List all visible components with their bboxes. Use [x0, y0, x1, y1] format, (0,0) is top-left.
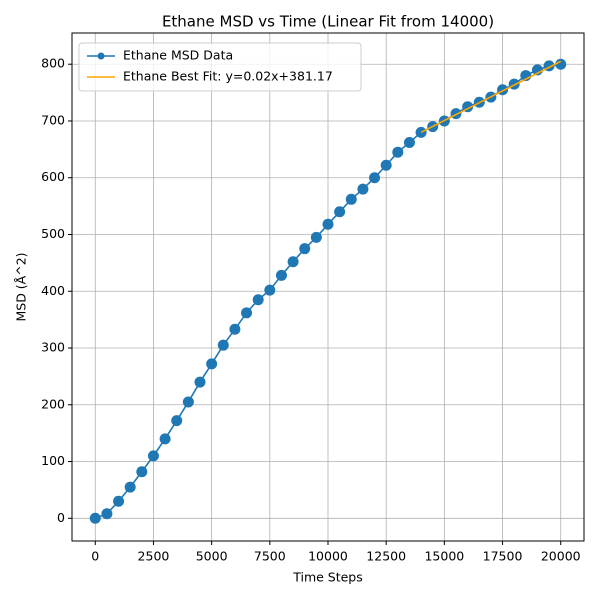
data-point [264, 284, 276, 296]
legend: Ethane MSD Data Ethane Best Fit: y=0.02x+… [78, 42, 362, 92]
data-point [275, 269, 287, 281]
data-point [101, 508, 113, 520]
data-point [403, 137, 415, 149]
data-point [322, 218, 334, 230]
data-point [508, 78, 520, 90]
x-tick-label: 20000 [541, 549, 581, 564]
y-axis-label: MSD (Å^2) [14, 252, 29, 321]
data-point [450, 108, 462, 120]
data-point [380, 159, 392, 171]
data-point [194, 376, 206, 388]
data-point [287, 256, 299, 268]
legend-label: Ethane MSD Data [123, 48, 233, 63]
data-point [357, 183, 369, 195]
data-point [124, 481, 136, 493]
x-tick-label: 15000 [424, 549, 464, 564]
x-tick-label: 10000 [308, 549, 348, 564]
data-point [159, 433, 171, 445]
legend-box [78, 42, 362, 92]
y-tick-label: 500 [41, 226, 65, 241]
x-tick-label: 0 [91, 549, 99, 564]
data-point [136, 466, 148, 478]
y-tick-label: 700 [41, 112, 65, 127]
data-point [334, 206, 346, 218]
x-tick-label: 7500 [254, 549, 286, 564]
y-tick-label: 300 [41, 340, 65, 355]
y-tick-label: 600 [41, 169, 65, 184]
legend-label: Ethane Best Fit: y=0.02x+381.17 [123, 69, 333, 84]
y-tick-label: 0 [57, 510, 65, 525]
data-point [182, 396, 194, 408]
data-point [555, 58, 567, 70]
data-point [171, 415, 183, 427]
data-point [345, 193, 357, 205]
chart-title: Ethane MSD vs Time (Linear Fit from 1400… [162, 13, 494, 31]
data-point [392, 146, 404, 158]
plot-frame [71, 32, 585, 542]
x-tick-label: 12500 [366, 549, 406, 564]
data-point [241, 307, 253, 319]
legend-marker [97, 52, 105, 60]
x-tick-label: 2500 [138, 549, 170, 564]
data-point [217, 339, 229, 351]
data-point [369, 172, 381, 184]
data-point [147, 450, 159, 462]
data-point [310, 231, 322, 243]
data-point [89, 512, 101, 524]
x-tick-label: 17500 [483, 549, 523, 564]
data-point [206, 358, 218, 370]
y-tick-label: 200 [41, 396, 65, 411]
series-line [420, 60, 562, 134]
data-point [113, 495, 125, 507]
y-tick-label: 400 [41, 283, 65, 298]
data-point [252, 294, 264, 306]
data-point [299, 243, 311, 255]
x-tick-label: 5000 [196, 549, 228, 564]
y-tick-label: 800 [41, 56, 65, 71]
data-point [229, 323, 241, 335]
x-axis-label: Time Steps [292, 570, 363, 585]
y-tick-label: 100 [41, 453, 65, 468]
